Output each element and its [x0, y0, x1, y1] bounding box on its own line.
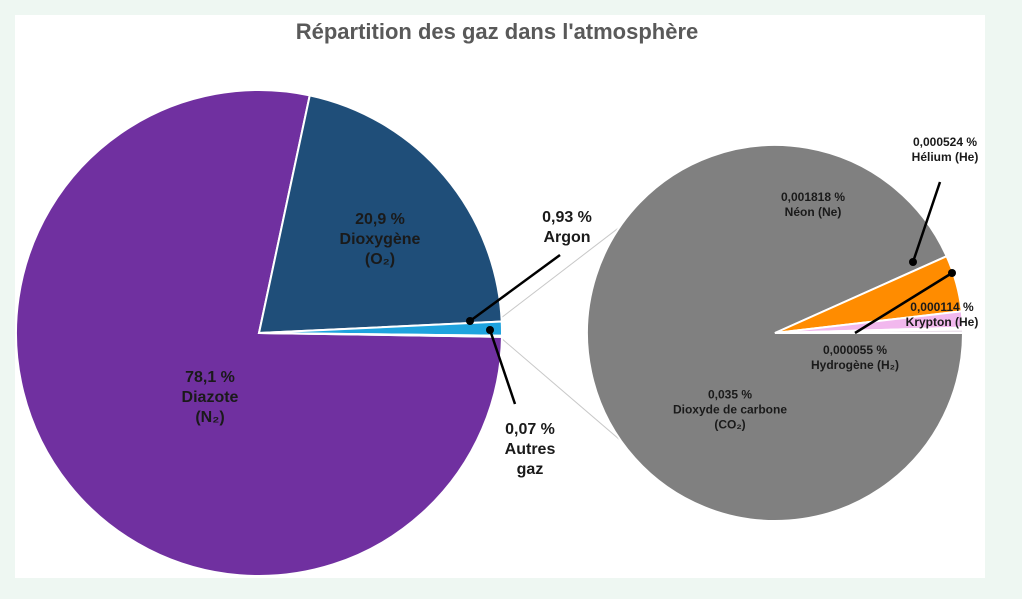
slice-label: 0,07 % Autres gaz — [500, 420, 560, 480]
leader-line — [911, 181, 942, 263]
value-label: 0,000114 % — [910, 300, 974, 314]
leader-line — [469, 253, 561, 323]
category-label: Dioxygène (O₂) — [339, 231, 421, 268]
pie-slice — [257, 94, 503, 335]
slice-label: 0,000114 % Krypton (He) — [882, 300, 1002, 330]
leader-dot — [948, 269, 956, 277]
value-label: 0,000524 % — [912, 135, 978, 149]
value-label: 0,001818 % — [780, 190, 846, 204]
category-label: Argon — [543, 229, 591, 246]
pie-slice — [774, 328, 965, 334]
category-label: Diazote (N₂) — [181, 389, 239, 426]
category-label: Autres gaz — [504, 441, 556, 478]
category-label: Hydrogène (H₂) — [810, 358, 899, 372]
category-label: Krypton (He) — [905, 315, 979, 329]
slice-label: 0,000524 % Hélium (He) — [885, 135, 1005, 165]
leader-dot — [466, 317, 474, 325]
leader-line — [488, 329, 517, 405]
category-label: Hélium (He) — [911, 150, 979, 164]
slice-label: 0,035 % Dioxyde de carbone (CO₂) — [668, 388, 793, 433]
value-label: 0,035 % — [707, 387, 753, 402]
slice-label: 0,000055 % Hydrogène (H₂) — [795, 343, 915, 373]
category-label: Dioxyde de carbone (CO₂) — [672, 402, 788, 432]
pie-slice — [258, 332, 503, 338]
value-label: 0,000055 % — [822, 343, 888, 357]
value-label: 0,93 % — [542, 209, 592, 226]
value-label: 0,07 % — [505, 421, 555, 438]
value-label: 78,1 % — [185, 369, 235, 386]
pie-slice — [15, 89, 503, 577]
leader-line — [854, 271, 953, 335]
chart-title: Répartition des gaz dans l'atmosphère — [295, 19, 699, 44]
leader-dot — [909, 258, 917, 266]
slice-label: 20,9 % Dioxygène (O₂) — [325, 210, 435, 270]
value-label: 20,9 % — [355, 211, 405, 228]
leader-dot — [486, 326, 494, 334]
category-label: Néon (Ne) — [784, 205, 842, 219]
slice-label: 0,001818 % Néon (Ne) — [753, 190, 873, 220]
slice-label: 0,93 % Argon — [527, 208, 607, 248]
slice-label: 78,1 % Diazote (N₂) — [165, 368, 255, 428]
